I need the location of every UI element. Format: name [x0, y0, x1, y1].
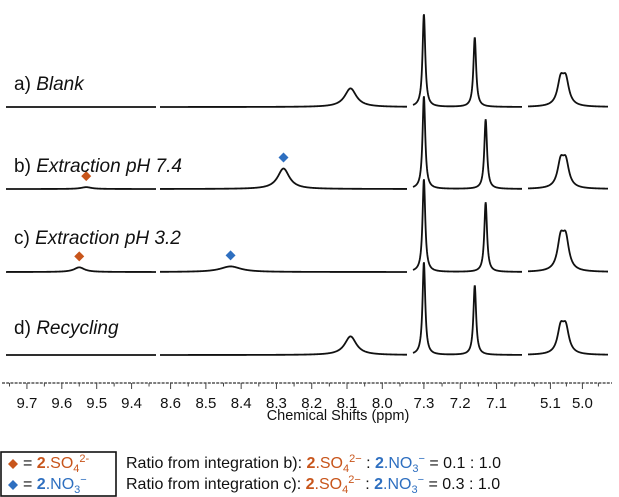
- trace-1-segment-4: [527, 72, 608, 108]
- x-tick-label: 9.6: [51, 395, 72, 412]
- integration-ratios: Ratio from integration b): 2.SO42− : 2.N…: [126, 453, 501, 496]
- trace-label-3: c) Extraction pH 3.2: [14, 228, 181, 249]
- legend-marker-so4: [8, 459, 18, 469]
- trace-2: [6, 96, 608, 190]
- x-tick-label: 7.3: [413, 395, 434, 412]
- trace-4-segment-2: [160, 335, 407, 356]
- trace-2-segment-2: [160, 167, 407, 190]
- x-tick-label: 9.4: [121, 395, 142, 412]
- marker-so4-3: [74, 251, 85, 262]
- trace-label-1: a) Blank: [14, 74, 85, 95]
- marker-so4-2: [81, 171, 92, 182]
- x-tick-label: 8.0: [372, 395, 393, 412]
- trace-1-segment-3: [412, 14, 522, 108]
- legend-marker-no3: [8, 480, 18, 490]
- trace-2-segment-4: [527, 154, 608, 190]
- x-tick-label: 8.3: [266, 395, 287, 412]
- x-tick-label: 8.4: [231, 395, 252, 412]
- legend-box: [0, 451, 117, 497]
- x-axis: 9.7 9.6 9.5 9.4 8.6 8.5 8.4 8.3 8.2 8.1 8.0 7.3 7.2 7…: [2, 382, 612, 412]
- trace-3: [6, 179, 608, 273]
- trace-3-segment-2: [160, 265, 407, 273]
- trace-1: [6, 14, 608, 108]
- x-tick-label: 5.1: [540, 395, 561, 412]
- x-tick-label: 8.5: [195, 395, 216, 412]
- trace-2-segment-3: [412, 96, 522, 190]
- legend-entry-no3: = 2.NO3−: [23, 474, 87, 496]
- x-tick-label: 9.5: [86, 395, 107, 412]
- x-tick-label: 8.2: [301, 395, 322, 412]
- spectra-traces: [6, 14, 608, 356]
- x-tick-label: 5.0: [572, 395, 593, 412]
- trace-4: [6, 262, 608, 356]
- trace-3-segment-3: [412, 179, 522, 273]
- trace-label-2: b) Extraction pH 7.4: [14, 156, 182, 177]
- legend: = 2.SO42-= 2.NO3−: [0, 451, 117, 497]
- trace-3-segment-4: [527, 229, 608, 273]
- trace-label-4: d) Recycling: [14, 318, 119, 339]
- ratio-line-2: Ratio from integration c): 2.SO42− : 2.N…: [126, 474, 500, 496]
- x-axis-title: Chemical Shifts (ppm): [267, 408, 410, 424]
- x-tick-label: 8.1: [337, 395, 358, 412]
- x-tick-label: 7.1: [486, 395, 507, 412]
- x-tick-label: 9.7: [17, 395, 38, 412]
- trace-4-segment-4: [527, 320, 608, 356]
- legend-entry-so4: = 2.SO42-: [23, 453, 90, 475]
- x-tick-label: 7.2: [450, 395, 471, 412]
- x-tick-label: 8.6: [160, 395, 181, 412]
- marker-no3-3: [225, 250, 236, 261]
- ratio-line-1: Ratio from integration b): 2.SO42− : 2.N…: [126, 453, 501, 475]
- trace-labels: a) Blank b) Extraction pH 7.4 c) Extractio…: [14, 74, 182, 339]
- trace-4-segment-3: [412, 262, 522, 356]
- trace-3-segment-1: [6, 266, 156, 273]
- trace-1-segment-2: [160, 87, 407, 108]
- trace-2-segment-1: [6, 186, 157, 190]
- marker-no3-2: [278, 152, 289, 163]
